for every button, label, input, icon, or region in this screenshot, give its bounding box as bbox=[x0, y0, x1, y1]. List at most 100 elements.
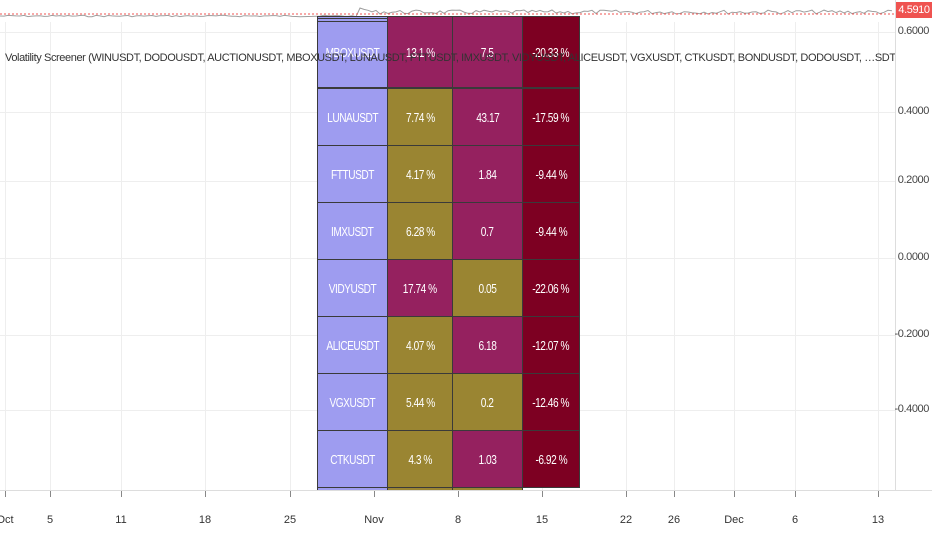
screener-change-cell: -12.07 % bbox=[522, 316, 580, 374]
screener-change-cell: -6.92 % bbox=[522, 430, 580, 488]
vertical-gridline bbox=[205, 22, 206, 490]
vertical-gridline bbox=[878, 22, 879, 490]
screener-change-cell: -17.59 % bbox=[522, 88, 580, 146]
indicator-title[interactable]: Volatility Screener (WINUSDT, DODOUSDT, … bbox=[5, 52, 895, 64]
last-price-badge: 4.5910 bbox=[896, 2, 932, 18]
vertical-gridline bbox=[626, 22, 627, 490]
screener-value-cell-text: 0.05 bbox=[478, 280, 497, 296]
screener-volatility-cell-text: 4.17 % bbox=[405, 166, 435, 182]
screener-volatility-cell-text: 7.74 % bbox=[405, 109, 435, 125]
screener-symbol-cell: ALICEUSDT bbox=[317, 316, 388, 374]
screener-change-cell: -20.33 % bbox=[522, 16, 580, 88]
screener-change-cell-text: -20.33 % bbox=[532, 44, 570, 60]
screener-value-cell-partial bbox=[452, 487, 523, 490]
screener-symbol-cell-text: VGXUSDT bbox=[329, 394, 376, 410]
screener-value-cell: 0.7 bbox=[452, 202, 523, 260]
screener-change-cell-text: -12.46 % bbox=[532, 394, 570, 410]
screener-symbol-cell-text: FTTUSDT bbox=[331, 166, 374, 182]
time-axis-label: 22 bbox=[619, 514, 633, 526]
screener-volatility-cell-text: 4.07 % bbox=[405, 337, 435, 353]
screener-value-cell-text: 0.7 bbox=[481, 223, 494, 239]
screener-value-cell: 1.03 bbox=[452, 430, 523, 488]
price-axis-label: 0.0000 bbox=[897, 251, 930, 263]
screener-symbol-cell: IMXUSDT bbox=[317, 202, 388, 260]
screener-volatility-cell: 6.28 % bbox=[387, 202, 453, 260]
screener-symbol-cell: VIDYUSDT bbox=[317, 259, 388, 317]
time-axis-tick bbox=[374, 491, 375, 497]
screener-symbol-cell-text: CTKUSDT bbox=[330, 451, 375, 467]
screener-symbol-cell-text: LUNAUSDT bbox=[327, 109, 378, 125]
screener-symbol-cell: MBOXUSDT bbox=[317, 16, 388, 88]
screener-header-stub bbox=[317, 18, 388, 22]
price-axis-label: -0.2000 bbox=[894, 328, 929, 340]
screener-volatility-cell-text: 6.28 % bbox=[405, 223, 435, 239]
screener-value-cell: 6.18 bbox=[452, 316, 523, 374]
screener-change-cell-text: -6.92 % bbox=[535, 451, 567, 467]
time-axis-tick bbox=[5, 491, 6, 497]
screener-volatility-cell: 13.1 % bbox=[387, 16, 453, 88]
screener-symbol-cell-text: ALICEUSDT bbox=[326, 337, 379, 353]
screener-symbol-cell-text: IMXUSDT bbox=[331, 223, 374, 239]
screener-symbol-cell-text: MBOXUSDT bbox=[325, 44, 380, 60]
screener-volatility-cell: 4.3 % bbox=[387, 430, 453, 488]
time-axis-tick bbox=[290, 491, 291, 497]
time-axis-label: 5 bbox=[46, 514, 54, 526]
time-axis-tick bbox=[626, 491, 627, 497]
screener-volatility-cell-text: 13.1 % bbox=[405, 44, 435, 60]
time-axis-label: 26 bbox=[667, 514, 681, 526]
price-axis-label: 0.2000 bbox=[897, 174, 930, 186]
screener-volatility-cell-text: 5.44 % bbox=[405, 394, 435, 410]
screener-change-cell: -22.06 % bbox=[522, 259, 580, 317]
screener-value-cell: 43.17 bbox=[452, 88, 523, 146]
vertical-gridline bbox=[50, 22, 51, 490]
screener-value-cell: 1.84 bbox=[452, 145, 523, 203]
screener-volatility-cell-text: 4.3 % bbox=[408, 451, 432, 467]
screener-value-cell-text: 43.17 bbox=[475, 109, 500, 125]
screener-volatility-cell: 17.74 % bbox=[387, 259, 453, 317]
screener-change-cell-text: -17.59 % bbox=[532, 109, 570, 125]
screener-change-cell: -9.44 % bbox=[522, 202, 580, 260]
time-axis-tick bbox=[121, 491, 122, 497]
screener-volatility-cell: 5.44 % bbox=[387, 373, 453, 431]
time-axis[interactable]: Oct 5 11 18 25 Nov 8 15 22 26 Dec 6 13 bbox=[0, 490, 932, 551]
time-axis-tick bbox=[878, 491, 879, 497]
price-axis-label: -0.4000 bbox=[894, 403, 929, 415]
screener-value-cell-text: 0.2 bbox=[481, 394, 494, 410]
time-axis-label: 6 bbox=[791, 514, 799, 526]
screener-volatility-cell: 4.17 % bbox=[387, 145, 453, 203]
time-axis-tick bbox=[205, 491, 206, 497]
vertical-gridline bbox=[674, 22, 675, 490]
time-axis-tick bbox=[458, 491, 459, 497]
screener-change-cell: -12.46 % bbox=[522, 373, 580, 431]
time-axis-label: 11 bbox=[115, 514, 127, 526]
time-axis-label: 25 bbox=[283, 514, 297, 526]
screener-volatility-cell: 4.07 % bbox=[387, 316, 453, 374]
time-axis-label: 15 bbox=[535, 514, 549, 526]
vertical-gridline bbox=[5, 22, 6, 490]
screener-value-cell-text: 1.03 bbox=[478, 451, 497, 467]
time-axis-label: Nov bbox=[364, 514, 384, 526]
screener-symbol-cell: FTTUSDT bbox=[317, 145, 388, 203]
price-axis-label: 0.6000 bbox=[897, 25, 930, 37]
screener-change-cell-text: -22.06 % bbox=[532, 280, 570, 296]
screener-value-cell-text: 7.5 bbox=[481, 44, 494, 60]
time-axis-label: 13 bbox=[871, 514, 885, 526]
time-axis-tick bbox=[542, 491, 543, 497]
screener-change-cell: -9.44 % bbox=[522, 145, 580, 203]
time-axis-tick bbox=[795, 491, 796, 497]
time-axis-label: 8 bbox=[454, 514, 462, 526]
price-axis[interactable]: 0.6000 0.4000 0.2000 0.0000 -0.2000 -0.4000 bbox=[894, 0, 932, 490]
time-axis-label: Oct bbox=[0, 514, 14, 526]
vertical-gridline bbox=[121, 22, 122, 490]
screener-symbol-cell: CTKUSDT bbox=[317, 430, 388, 488]
time-axis-label: 18 bbox=[198, 514, 212, 526]
screener-symbol-cell-text: VIDYUSDT bbox=[328, 280, 377, 296]
chart-pane[interactable]: Volatility Screener (WINUSDT, DODOUSDT, … bbox=[0, 0, 895, 490]
screener-volatility-cell: 7.74 % bbox=[387, 88, 453, 146]
price-axis-label: 0.4000 bbox=[897, 105, 930, 117]
time-axis-tick bbox=[674, 491, 675, 497]
screener-value-cell-text: 1.84 bbox=[478, 166, 497, 182]
vertical-gridline bbox=[734, 22, 735, 490]
screener-value-cell: 0.05 bbox=[452, 259, 523, 317]
time-axis-label: Dec bbox=[724, 514, 744, 526]
